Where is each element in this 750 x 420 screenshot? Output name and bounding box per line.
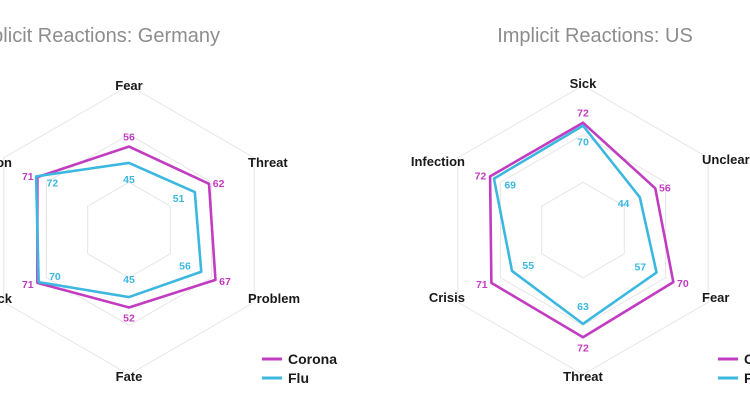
axis-label: Unclear [702, 152, 750, 167]
axis-label: Threat [248, 155, 288, 170]
axis-label: Infection [411, 154, 465, 169]
legend-label: C [744, 351, 750, 367]
data-label: 71 [22, 171, 34, 183]
data-label: 72 [577, 108, 589, 120]
chart-title: Implicit Reactions: US [497, 25, 693, 47]
axis-label: Fear [702, 290, 729, 305]
grid-ring [541, 181, 625, 279]
grid-ring [45, 134, 213, 326]
data-label: 72 [577, 342, 589, 354]
axis-label: Problem [248, 291, 300, 306]
chart-title: Implicit Reactions: Germany [0, 25, 220, 47]
axis-label: Threat [563, 369, 603, 384]
data-label: 71 [476, 279, 488, 291]
data-label: 44 [618, 198, 630, 210]
grid-ring [3, 84, 255, 376]
radar-chart-0: Implicit Reactions: Germany 56 62 67 52 71 71 4… [0, 25, 337, 386]
data-label: 69 [504, 180, 516, 192]
data-label: 70 [677, 278, 689, 290]
data-label: 70 [49, 271, 61, 283]
axis-label: ck [0, 291, 13, 306]
axis-label: Fate [116, 369, 143, 384]
data-label: 55 [522, 260, 534, 272]
data-label: 56 [659, 182, 671, 194]
data-label: 45 [123, 174, 135, 186]
data-label: 56 [123, 132, 135, 144]
data-label: 51 [173, 193, 185, 205]
series-polygon-flu [492, 124, 658, 326]
grid-ring [87, 181, 171, 279]
data-label: 62 [213, 178, 225, 190]
data-label: 57 [634, 261, 646, 273]
data-label: 72 [46, 177, 58, 189]
data-label: 72 [475, 170, 487, 182]
axis-label: Crisis [429, 290, 465, 305]
legend-label: Corona [288, 351, 337, 367]
axis-label: Sick [570, 76, 598, 91]
radar-chart-1: Implicit Reactions: US 72 56 70 72 71 72 70 44 57… [411, 25, 750, 386]
data-label: 52 [123, 312, 135, 324]
grid-ring [499, 134, 667, 326]
data-label: 63 [577, 301, 589, 313]
data-label: 70 [577, 137, 589, 149]
series-polygon-flu [34, 161, 203, 299]
series-polygon-corona [488, 121, 675, 339]
data-label: 45 [123, 274, 135, 286]
data-label: 56 [179, 261, 191, 273]
axis-label: Fear [115, 78, 142, 93]
data-label: 67 [219, 276, 231, 288]
legend-label: Flu [288, 370, 309, 386]
legend-label: F [744, 370, 750, 386]
data-label: 71 [22, 279, 34, 291]
axis-label: on [0, 155, 12, 170]
grid-ring [457, 84, 709, 376]
